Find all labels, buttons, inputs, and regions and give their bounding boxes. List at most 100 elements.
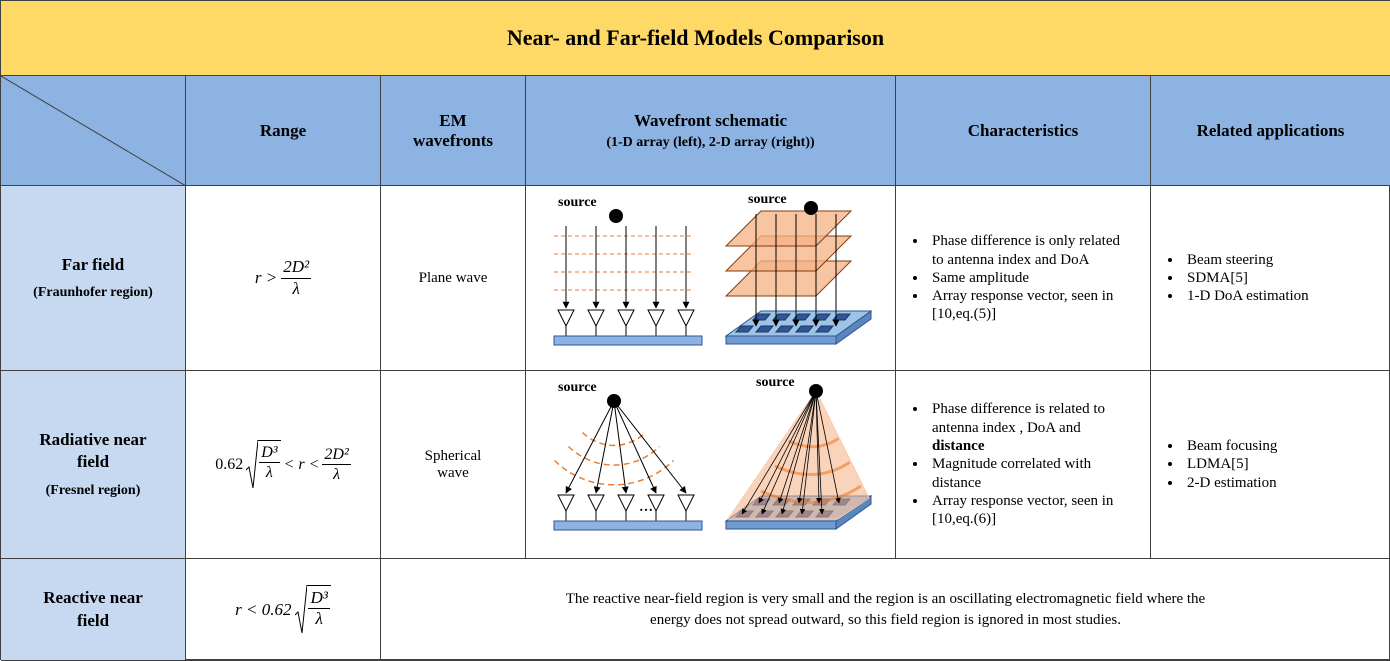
formula-part: r < 0.62: [235, 599, 292, 619]
list-item: SDMA[5]: [1183, 269, 1309, 287]
corner-cell: [1, 76, 186, 186]
source: [804, 200, 818, 215]
list-item: Array response vector, seen in [10,eq.(6…: [928, 492, 1121, 529]
range-cell: r >2D² λ: [186, 186, 381, 371]
wavefront: [760, 484, 862, 504]
list-item: Beam steering: [1183, 251, 1309, 269]
row-name: Reactive near field: [43, 588, 143, 630]
ray: [613, 400, 687, 494]
fraction: 2D² λ: [281, 257, 312, 299]
denominator: λ: [315, 608, 323, 628]
denominator: λ: [265, 463, 273, 481]
applications-list: Beam steeringSDMA[5]1-D DoA estimation: [1151, 251, 1309, 306]
ray: [761, 390, 817, 515]
description: The reactive near-field region is very s…: [565, 591, 1206, 628]
list-item: Same amplitude: [928, 269, 1121, 287]
range-cell: r < 0.62 D³ λ: [186, 559, 381, 661]
source-label: source: [558, 195, 597, 210]
list-item: 2-D estimation: [1183, 474, 1277, 492]
source: [809, 383, 823, 398]
header-cell: Characteristics: [896, 76, 1151, 186]
numerator: 2D²: [322, 445, 351, 465]
schematic: … source source: [553, 375, 873, 530]
denominator: λ: [333, 466, 341, 483]
row-header: Far field (Fraunhofer region): [1, 186, 186, 371]
formula-part: r >: [254, 268, 278, 287]
header-schematic-note: (1-D array (left), 2-D array (right)): [606, 134, 815, 150]
ray: [613, 400, 629, 494]
formula: 0.62 D³ λ < r <2D² λ: [215, 439, 351, 490]
ray: [741, 390, 817, 514]
ray: [815, 390, 841, 504]
radical-sign: [295, 584, 308, 633]
antenna: [557, 494, 575, 512]
applications-cell: Beam focusingLDMA[5]2-D estimation: [1151, 371, 1390, 559]
ray: [593, 400, 615, 494]
header-cell: Wavefront schematic (1-D array (left), 2-…: [526, 76, 896, 186]
numerator: 2D²: [281, 257, 312, 279]
row-note: (Fraunhofer region): [33, 284, 153, 300]
applications-cell: Beam steeringSDMA[5]1-D DoA estimation: [1151, 186, 1390, 371]
array-base: [553, 520, 703, 530]
source: [609, 208, 623, 223]
antenna: [647, 494, 665, 512]
header-wavefronts: EM wavefronts: [413, 110, 493, 150]
array-base: [553, 335, 703, 345]
antenna: [587, 309, 605, 327]
header-cell: Related applications: [1151, 76, 1390, 186]
ray: [796, 390, 817, 504]
plane-wavefront: [724, 210, 853, 246]
formula-part: < r <: [283, 455, 320, 473]
antenna: [647, 309, 665, 327]
wavefront-text: Plane wave: [418, 269, 488, 286]
fraction: D³ λ: [258, 439, 281, 490]
ray: [777, 390, 817, 504]
numerator: D³: [259, 443, 280, 463]
list-item: 1-D DoA estimation: [1183, 287, 1309, 305]
formula-part: 0.62: [215, 455, 244, 473]
formula: r >2D² λ: [254, 257, 312, 299]
list-item: Phase difference is only related to ante…: [928, 232, 1121, 269]
square-root: D³ λ: [295, 584, 331, 635]
row-header: Reactive near field: [1, 559, 186, 661]
characteristics-cell: Phase difference is only related to ante…: [896, 186, 1151, 371]
row-note: (Fresnel region): [45, 482, 141, 498]
header-schematic: Wavefront schematic: [633, 110, 788, 130]
wavefront: [774, 460, 851, 476]
list-item: Phase difference is related to antenna i…: [928, 400, 1121, 455]
table-title: Near- and Far-field Models Comparison: [1, 1, 1390, 76]
ray: [780, 390, 817, 515]
wavefront-text: Spherical wave: [424, 447, 482, 481]
characteristics-list: Phase difference is related to antenna i…: [896, 400, 1121, 528]
ray: [799, 390, 817, 515]
row-name: Radiative near field: [39, 430, 147, 472]
header-range: Range: [259, 120, 307, 140]
list-item: LDMA[5]: [1183, 455, 1277, 473]
source-label: source: [748, 192, 787, 207]
schematic-cell: source source: [526, 186, 896, 371]
ray: [613, 400, 657, 494]
corner-diagonal: [1, 76, 186, 186]
fraction: D³ λ: [307, 584, 331, 635]
wavefront-cell: Spherical wave: [381, 371, 526, 559]
ellipsis: …: [639, 500, 653, 515]
characteristics-list: Phase difference is only related to ante…: [896, 232, 1121, 323]
board-side: [725, 335, 837, 344]
item-text: Phase difference is related to antenna i…: [932, 401, 1105, 436]
row-header: Radiative near field (Fresnel region): [1, 371, 186, 559]
source: [607, 393, 621, 408]
range-cell: 0.62 D³ λ < r <2D² λ: [186, 371, 381, 559]
ray: [815, 390, 822, 504]
wavefront: [553, 459, 675, 486]
antenna: [677, 494, 695, 512]
wavefront: [581, 431, 647, 446]
list-item: Magnitude correlated with distance: [928, 455, 1121, 492]
applications-list: Beam focusingLDMA[5]2-D estimation: [1151, 437, 1277, 492]
fraction: 2D² λ: [322, 445, 351, 484]
ray: [565, 400, 615, 494]
item-emphasis: distance: [932, 438, 985, 455]
source-label: source: [756, 375, 795, 390]
